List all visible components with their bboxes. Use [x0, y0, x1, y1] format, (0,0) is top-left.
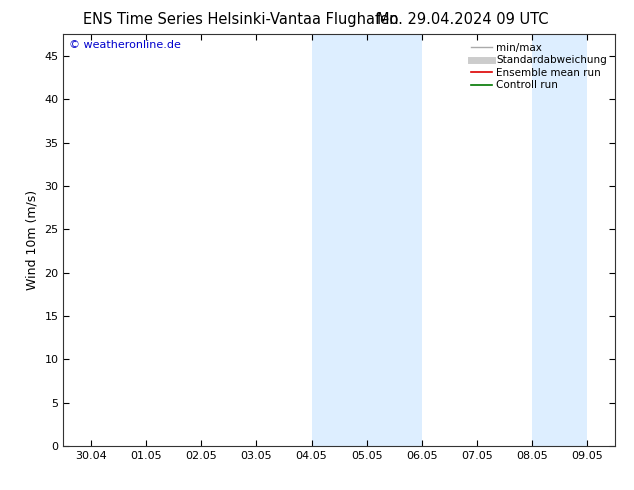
Bar [366, 34, 422, 446]
Text: Mo. 29.04.2024 09 UTC: Mo. 29.04.2024 09 UTC [377, 12, 548, 27]
Text: ENS Time Series Helsinki-Vantaa Flughafen: ENS Time Series Helsinki-Vantaa Flughafe… [83, 12, 399, 27]
Text: © weatheronline.de: © weatheronline.de [69, 41, 181, 50]
Y-axis label: Wind 10m (m/s): Wind 10m (m/s) [26, 190, 39, 290]
Legend: min/max, Standardabweichung, Ensemble mean run, Controll run: min/max, Standardabweichung, Ensemble me… [468, 40, 610, 94]
Bar [533, 34, 588, 446]
Bar [312, 34, 367, 446]
